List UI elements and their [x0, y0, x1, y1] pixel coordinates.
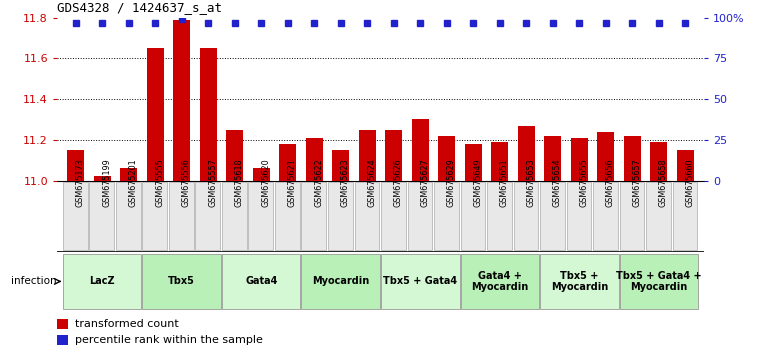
Bar	[253, 168, 270, 181]
FancyBboxPatch shape	[142, 254, 221, 309]
FancyBboxPatch shape	[540, 254, 619, 309]
Text: GSM675655: GSM675655	[579, 158, 588, 207]
FancyBboxPatch shape	[301, 182, 326, 250]
FancyBboxPatch shape	[567, 182, 591, 250]
Text: GSM675623: GSM675623	[341, 158, 350, 207]
Bar	[306, 138, 323, 181]
Text: transformed count: transformed count	[75, 319, 179, 330]
FancyBboxPatch shape	[249, 182, 273, 250]
Bar	[544, 136, 562, 181]
Text: GSM675618: GSM675618	[234, 158, 244, 207]
Text: GSM675660: GSM675660	[686, 158, 694, 207]
Bar	[571, 138, 588, 181]
Bar	[332, 150, 349, 181]
Bar	[465, 144, 482, 181]
Bar	[173, 20, 190, 181]
Bar	[491, 142, 508, 181]
FancyBboxPatch shape	[514, 182, 538, 250]
FancyBboxPatch shape	[355, 182, 379, 250]
Text: Gata4 +
Myocardin: Gata4 + Myocardin	[471, 270, 528, 292]
FancyBboxPatch shape	[460, 254, 539, 309]
FancyBboxPatch shape	[328, 182, 352, 250]
FancyBboxPatch shape	[301, 254, 380, 309]
Bar	[438, 136, 455, 181]
Text: GSM675621: GSM675621	[288, 158, 297, 207]
Text: GSM675657: GSM675657	[632, 158, 642, 207]
Text: GSM675201: GSM675201	[129, 158, 138, 207]
Bar	[147, 48, 164, 181]
Text: GSM675654: GSM675654	[552, 158, 562, 207]
FancyBboxPatch shape	[619, 182, 645, 250]
Text: GSM675620: GSM675620	[261, 158, 270, 207]
Text: GSM675649: GSM675649	[473, 158, 482, 207]
Text: Myocardin: Myocardin	[312, 276, 369, 286]
FancyBboxPatch shape	[673, 182, 697, 250]
FancyBboxPatch shape	[460, 182, 486, 250]
Text: GSM675622: GSM675622	[314, 158, 323, 207]
Text: Tbx5: Tbx5	[168, 276, 195, 286]
Bar	[650, 142, 667, 181]
Text: GSM675651: GSM675651	[500, 158, 509, 207]
Text: LacZ: LacZ	[89, 276, 115, 286]
Bar	[199, 48, 217, 181]
Text: GSM675199: GSM675199	[102, 158, 111, 207]
Text: GSM675557: GSM675557	[209, 158, 217, 207]
Text: GSM675658: GSM675658	[659, 158, 668, 207]
Text: infection: infection	[11, 276, 56, 286]
Text: GSM675624: GSM675624	[368, 158, 376, 207]
Bar	[279, 144, 296, 181]
FancyBboxPatch shape	[169, 182, 193, 250]
Bar	[597, 132, 614, 181]
Bar	[226, 130, 244, 181]
Bar	[677, 150, 694, 181]
Bar	[624, 136, 641, 181]
FancyBboxPatch shape	[116, 182, 141, 250]
FancyBboxPatch shape	[408, 182, 432, 250]
Text: GSM675556: GSM675556	[182, 158, 191, 207]
FancyBboxPatch shape	[381, 182, 406, 250]
Bar	[517, 126, 535, 181]
Bar	[57, 319, 68, 329]
Text: GSM675173: GSM675173	[75, 158, 84, 207]
Text: Tbx5 + Gata4 +
Myocardin: Tbx5 + Gata4 + Myocardin	[616, 270, 702, 292]
FancyBboxPatch shape	[275, 182, 300, 250]
Bar	[94, 177, 111, 181]
Text: Gata4: Gata4	[245, 276, 278, 286]
Text: Tbx5 +
Myocardin: Tbx5 + Myocardin	[551, 270, 608, 292]
FancyBboxPatch shape	[381, 254, 460, 309]
Text: GSM675629: GSM675629	[447, 158, 456, 207]
FancyBboxPatch shape	[540, 182, 565, 250]
FancyBboxPatch shape	[487, 182, 511, 250]
FancyBboxPatch shape	[90, 182, 114, 250]
FancyBboxPatch shape	[222, 182, 247, 250]
Text: GSM675627: GSM675627	[420, 158, 429, 207]
Bar	[358, 130, 376, 181]
FancyBboxPatch shape	[142, 182, 167, 250]
Bar	[57, 336, 68, 345]
Bar	[385, 130, 403, 181]
Text: GSM675653: GSM675653	[527, 158, 535, 207]
FancyBboxPatch shape	[619, 254, 698, 309]
FancyBboxPatch shape	[434, 182, 459, 250]
FancyBboxPatch shape	[196, 182, 220, 250]
FancyBboxPatch shape	[646, 182, 670, 250]
Text: Tbx5 + Gata4: Tbx5 + Gata4	[384, 276, 457, 286]
Bar	[120, 168, 137, 181]
Text: GSM675626: GSM675626	[393, 158, 403, 207]
Text: GDS4328 / 1424637_s_at: GDS4328 / 1424637_s_at	[57, 1, 222, 14]
FancyBboxPatch shape	[593, 182, 618, 250]
Text: GSM675656: GSM675656	[606, 158, 615, 207]
Text: percentile rank within the sample: percentile rank within the sample	[75, 335, 263, 346]
Bar	[412, 119, 429, 181]
Text: GSM675555: GSM675555	[155, 158, 164, 207]
FancyBboxPatch shape	[63, 182, 88, 250]
FancyBboxPatch shape	[63, 254, 142, 309]
FancyBboxPatch shape	[222, 254, 301, 309]
Bar	[67, 150, 84, 181]
